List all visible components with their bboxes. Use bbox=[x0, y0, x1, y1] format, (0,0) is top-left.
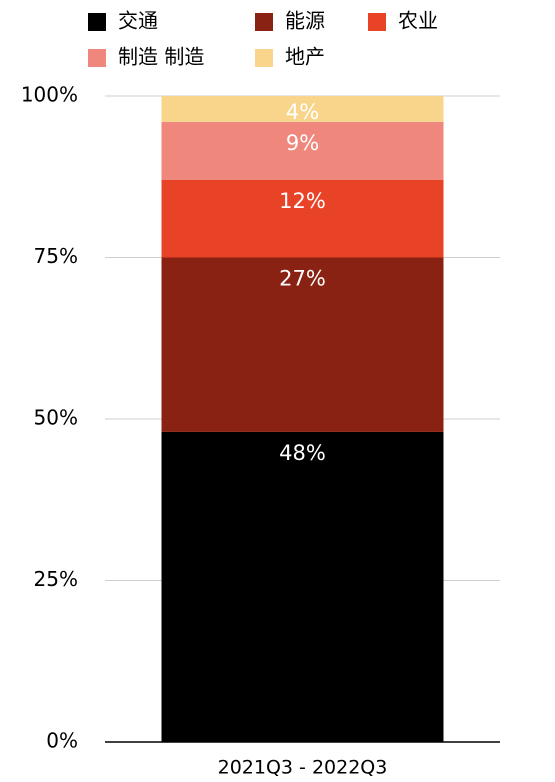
data-label: 48% bbox=[279, 441, 326, 465]
y-tick-label: 100% bbox=[21, 83, 78, 107]
y-tick-label: 0% bbox=[46, 729, 78, 753]
legend-label: 制造 制造 bbox=[118, 45, 204, 69]
legend-swatch bbox=[368, 13, 386, 31]
legend-swatch bbox=[255, 49, 273, 67]
bar-segment bbox=[161, 179, 444, 258]
legend-swatch bbox=[88, 49, 106, 67]
legend-swatch bbox=[255, 13, 273, 31]
legend-label: 能源 bbox=[285, 9, 325, 33]
legend-label: 农业 bbox=[398, 9, 438, 33]
y-tick-label: 75% bbox=[34, 244, 78, 268]
legend-swatch bbox=[88, 13, 106, 31]
bar-segment bbox=[161, 431, 444, 742]
legend-label: 地产 bbox=[285, 45, 325, 69]
legend-label: 交通 bbox=[118, 9, 158, 33]
y-tick-label: 50% bbox=[34, 406, 78, 430]
data-label: 9% bbox=[286, 131, 319, 155]
y-tick-label: 25% bbox=[34, 567, 78, 591]
data-label: 12% bbox=[279, 189, 326, 213]
bar-segment bbox=[161, 257, 444, 432]
bar-segment bbox=[161, 96, 444, 122]
x-tick-label: 2021Q3 - 2022Q3 bbox=[218, 757, 388, 779]
bar-segment bbox=[161, 121, 444, 180]
data-label: 4% bbox=[286, 100, 319, 124]
data-label: 27% bbox=[279, 267, 326, 291]
